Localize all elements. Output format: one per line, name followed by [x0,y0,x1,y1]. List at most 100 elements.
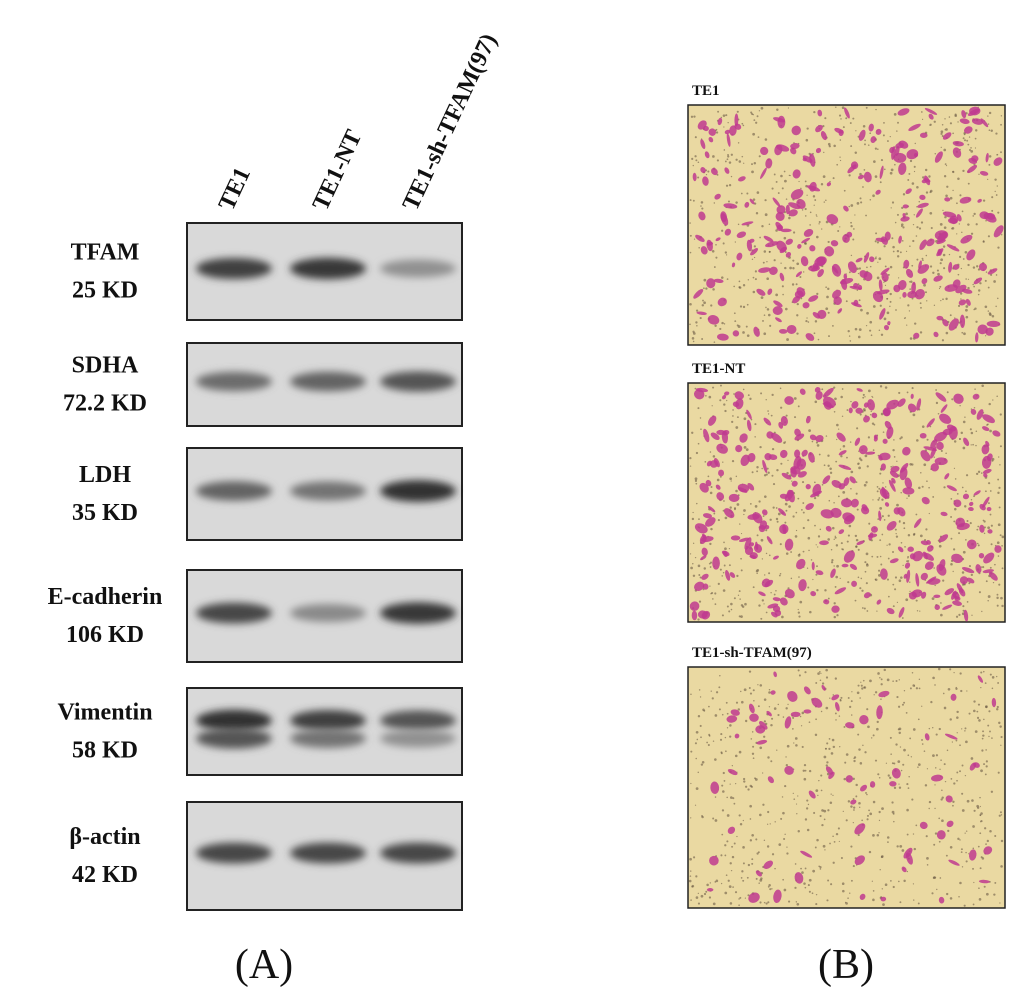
speckle [794,737,798,740]
speckle [907,754,910,757]
speckle [772,506,775,509]
speckle [734,891,738,894]
speckle [690,750,693,753]
cell [879,308,886,320]
speckle [724,547,727,551]
speckle [886,544,888,546]
speckle [989,513,992,516]
speckle [825,676,829,679]
speckle [759,901,762,904]
speckle [829,180,831,183]
speckle [921,705,923,707]
cell [794,449,801,458]
speckle [836,614,839,617]
speckle [866,814,869,817]
micrograph [687,104,1006,346]
speckle [722,771,725,775]
speckle [689,302,692,306]
cell [875,128,882,135]
speckle [806,194,808,196]
cell [880,896,887,902]
speckle [834,536,837,539]
speckle [984,490,987,493]
speckle [765,611,768,614]
cell [744,546,754,555]
speckle [953,782,956,785]
speckle [852,238,855,241]
speckle [869,329,872,332]
cell [904,562,911,569]
speckle [868,522,871,525]
speckle [738,750,742,754]
cell [858,129,866,141]
cell [902,446,911,456]
speckle [929,425,932,428]
cell [721,550,730,557]
cell [703,125,709,132]
speckle [751,858,754,861]
speckle [705,173,708,176]
speckle [797,497,800,500]
speckle [981,384,984,387]
speckle [979,832,982,835]
cell [842,512,854,522]
image-label: TE1-NT [692,361,745,377]
speckle [850,805,853,808]
speckle [689,234,692,237]
speckle [862,408,866,411]
speckle [887,774,890,777]
speckle [698,518,700,520]
speckle [801,209,804,211]
speckle [699,316,702,320]
speckle [848,335,851,337]
band [290,729,366,748]
speckle [949,845,953,849]
cell [930,463,939,472]
speckle [854,214,856,216]
speckle [835,106,837,108]
speckle [768,250,771,253]
speckle [711,405,713,407]
cell [869,256,875,263]
speckle [987,178,989,180]
speckle [854,534,858,538]
speckle [753,700,755,702]
speckle [872,890,875,892]
cell [736,231,747,239]
speckle [738,904,740,906]
speckle [758,110,761,112]
speckle [961,764,964,767]
speckle [855,130,857,132]
speckle [907,494,910,497]
speckle [798,615,801,618]
band [196,371,272,392]
cell [930,446,937,459]
speckle [762,803,765,806]
speckle [756,572,758,574]
speckle [779,572,782,575]
speckle [980,812,983,815]
cell [916,398,922,411]
speckle [774,821,776,823]
speckle [801,871,804,874]
speckle [941,339,945,342]
cell [908,123,921,132]
speckle [939,285,942,288]
cell [701,547,708,556]
speckle [908,172,911,175]
cell [959,118,970,125]
speckle [925,835,928,838]
speckle [692,332,696,335]
cell [775,211,785,222]
cell [859,270,868,278]
speckle [746,192,749,195]
speckle [944,215,947,219]
speckle [857,462,860,465]
speckle [913,685,916,687]
cell [887,321,891,326]
speckle [945,331,949,335]
speckle [850,470,854,474]
speckle [858,466,861,470]
speckle [932,676,935,680]
speckle [988,155,992,158]
